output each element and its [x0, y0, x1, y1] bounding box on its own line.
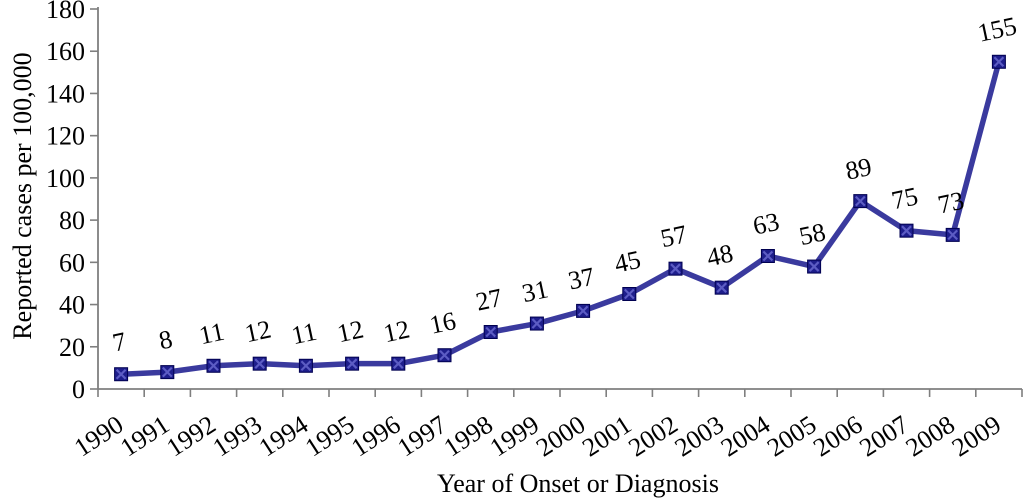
data-label: 8 [156, 324, 175, 355]
data-label: 155 [975, 11, 1019, 47]
y-tick-label: 20 [59, 333, 85, 362]
marker-cross-line [300, 360, 312, 372]
marker-cross-line [393, 358, 404, 369]
marker-cross-line [254, 358, 265, 369]
data-label: 73 [935, 186, 966, 220]
marker-cross-line [439, 349, 450, 361]
marker-cross-line [115, 368, 127, 380]
marker-cross-line [670, 263, 681, 274]
data-label: 11 [196, 317, 227, 351]
marker-cross-line [716, 282, 727, 293]
y-tick-label: 140 [46, 79, 85, 108]
data-label: 58 [797, 217, 828, 251]
y-tick-label: 40 [59, 291, 85, 320]
marker-cross-line [855, 195, 866, 207]
marker-cross-line [531, 318, 543, 329]
marker-cross-line [762, 250, 774, 262]
x-axis-title: Year of Onset or Diagnosis [437, 469, 719, 498]
data-label: 7 [110, 326, 129, 357]
data-label: 12 [381, 314, 412, 348]
data-label: 31 [519, 274, 550, 308]
data-label: 37 [566, 262, 597, 296]
y-axis-title: Reported cases per 100,000 [8, 52, 37, 340]
x-tick-label: 2009 [947, 410, 1006, 463]
data-label: 45 [612, 245, 643, 279]
data-label: 89 [843, 152, 874, 186]
marker-cross-line [208, 360, 219, 372]
y-tick-label: 0 [72, 375, 85, 404]
data-label: 48 [704, 238, 735, 272]
data-label: 16 [427, 306, 458, 340]
data-line [118, 59, 1002, 377]
data-label: 12 [335, 314, 366, 348]
y-tick-label: 120 [46, 122, 85, 151]
y-tick-label: 100 [46, 164, 85, 193]
marker-cross-line [901, 225, 912, 236]
data-label: 63 [750, 207, 781, 241]
y-tick-label: 160 [46, 37, 85, 66]
data-label: 27 [473, 283, 504, 317]
data-label: 57 [658, 219, 689, 253]
marker-cross-line [947, 229, 958, 241]
y-tick-label: 60 [59, 248, 85, 277]
marker-cross-line [577, 305, 589, 317]
y-tick-label: 80 [59, 206, 85, 235]
data-label: 12 [242, 314, 273, 348]
y-tick-label: 180 [46, 0, 85, 24]
data-label: 75 [889, 181, 920, 215]
marker-cross-line [993, 56, 1005, 68]
marker-cross-line [808, 261, 820, 272]
marker-cross-line [346, 358, 358, 369]
marker-cross-line [624, 288, 635, 300]
marker-cross-line [485, 326, 496, 338]
marker-cross-line [162, 366, 173, 378]
data-label: 11 [289, 317, 320, 351]
